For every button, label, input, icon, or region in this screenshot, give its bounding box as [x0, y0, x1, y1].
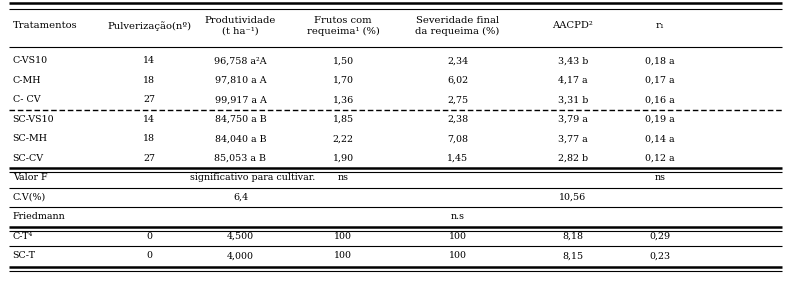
Text: ns: ns [338, 173, 348, 182]
Text: 27: 27 [143, 154, 156, 163]
Text: SC-T: SC-T [13, 251, 36, 260]
Text: 3,77 a: 3,77 a [558, 134, 588, 143]
Text: 2,82 b: 2,82 b [558, 154, 588, 163]
Text: 4,17 a: 4,17 a [558, 76, 588, 85]
Text: 14: 14 [143, 56, 156, 65]
Text: 8,18: 8,18 [562, 232, 583, 241]
Text: Frutos com
requeima¹ (%): Frutos com requeima¹ (%) [307, 16, 380, 36]
Text: 0,16 a: 0,16 a [645, 95, 675, 104]
Text: 99,917 a A: 99,917 a A [215, 95, 266, 104]
Text: C-MH: C-MH [13, 76, 41, 85]
Text: 27: 27 [143, 95, 156, 104]
Text: 0,18 a: 0,18 a [645, 56, 675, 65]
Text: 85,053 a B: 85,053 a B [215, 154, 266, 163]
Text: Tratamentos: Tratamentos [13, 21, 77, 31]
Text: 18: 18 [143, 134, 156, 143]
Text: 1,50: 1,50 [333, 56, 354, 65]
Text: AACPD²: AACPD² [552, 21, 593, 31]
Text: 0: 0 [146, 232, 152, 241]
Text: 1,70: 1,70 [333, 76, 354, 85]
Text: 100: 100 [449, 232, 467, 241]
Text: 1,45: 1,45 [447, 154, 468, 163]
Text: 4,500: 4,500 [227, 232, 254, 241]
Text: 84,750 a B: 84,750 a B [215, 115, 266, 124]
Text: Valor F: Valor F [13, 173, 47, 182]
Text: SC-VS10: SC-VS10 [13, 115, 55, 124]
Text: 2,22: 2,22 [333, 134, 354, 143]
Text: 14: 14 [143, 115, 156, 124]
Text: 7,08: 7,08 [447, 134, 468, 143]
Text: 4,000: 4,000 [227, 251, 254, 260]
Text: 100: 100 [334, 251, 352, 260]
Text: 6,4: 6,4 [233, 193, 248, 202]
Text: 3,79 a: 3,79 a [558, 115, 588, 124]
Text: SC-CV: SC-CV [13, 154, 43, 163]
Text: 0: 0 [146, 251, 152, 260]
Text: Friedmann: Friedmann [13, 212, 66, 221]
Text: 1,90: 1,90 [333, 154, 354, 163]
Text: Pulverização(nº): Pulverização(nº) [107, 21, 191, 31]
Text: ns: ns [655, 173, 665, 182]
Text: 0,14 a: 0,14 a [645, 134, 675, 143]
Text: C- CV: C- CV [13, 95, 40, 104]
Text: 0,29: 0,29 [649, 232, 671, 241]
Text: r₁: r₁ [656, 21, 664, 31]
Text: n.s: n.s [450, 212, 465, 221]
Text: C.V(%): C.V(%) [13, 193, 46, 202]
Text: 18: 18 [143, 76, 156, 85]
Text: SC-MH: SC-MH [13, 134, 47, 143]
Text: 0,12 a: 0,12 a [645, 154, 675, 163]
Text: 6,02: 6,02 [447, 76, 468, 85]
Text: 3,31 b: 3,31 b [558, 95, 588, 104]
Text: Produtividade
(t ha⁻¹): Produtividade (t ha⁻¹) [205, 16, 276, 36]
Text: 3,43 b: 3,43 b [558, 56, 588, 65]
Text: 1,85: 1,85 [333, 115, 354, 124]
Text: 2,34: 2,34 [447, 56, 468, 65]
Text: 2,75: 2,75 [447, 95, 468, 104]
Text: 97,810 a A: 97,810 a A [215, 76, 266, 85]
Text: 100: 100 [334, 232, 352, 241]
Text: 0,17 a: 0,17 a [645, 76, 675, 85]
Text: 96,758 a²A: 96,758 a²A [214, 56, 267, 65]
Text: C-T⁴: C-T⁴ [13, 232, 33, 241]
Text: C-VS10: C-VS10 [13, 56, 47, 65]
Text: 1,36: 1,36 [333, 95, 354, 104]
Text: 2,38: 2,38 [447, 115, 468, 124]
Text: 10,56: 10,56 [559, 193, 586, 202]
Text: Severidade final
da requeima (%): Severidade final da requeima (%) [416, 16, 500, 36]
Text: 8,15: 8,15 [562, 251, 583, 260]
Text: 100: 100 [449, 251, 467, 260]
Text: 84,040 a B: 84,040 a B [215, 134, 266, 143]
Text: 0,23: 0,23 [649, 251, 671, 260]
Text: 0,19 a: 0,19 a [645, 115, 675, 124]
Text: significativo para cultivar.: significativo para cultivar. [190, 173, 315, 182]
